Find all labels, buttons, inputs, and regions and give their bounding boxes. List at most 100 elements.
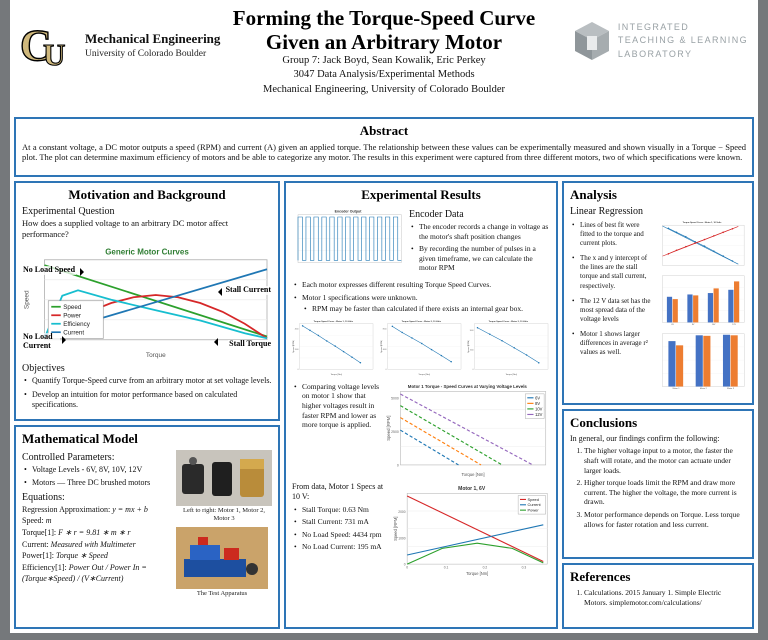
svg-text:Motor 1: Motor 1 [673, 387, 681, 390]
svg-text:2000: 2000 [398, 510, 406, 514]
stall-values-bar-chart: 6V 8V 10V 12V [658, 273, 746, 327]
experimental-question-heading: Experimental Question [22, 206, 115, 217]
conclusions-title: Conclusions [570, 415, 638, 430]
motors-photo [176, 450, 272, 506]
poster-title-line2: Given an Arbitrary Motor [265, 30, 503, 55]
list-item: Calculations. 2015 January 1. Simple Ele… [584, 588, 746, 607]
arrow-icon [80, 268, 88, 277]
affiliation: Mechanical Engineering, University of Co… [262, 83, 506, 95]
svg-text:5000: 5000 [391, 396, 399, 400]
equation-row: Efficiency[1]: Power Out / Power In = (T… [22, 562, 170, 585]
svg-text:10V: 10V [535, 406, 543, 411]
list-item: Motor 1 specifications were unknown. RPM… [293, 293, 550, 314]
motivation-panel: Motivation and Background Experimental Q… [14, 181, 280, 421]
course: 3047 Data Analysis/Experimental Methods [293, 69, 475, 81]
svg-text:Speed [RPM]: Speed [RPM] [381, 340, 383, 353]
svg-text:2500: 2500 [391, 430, 399, 434]
objectives-list: Quantify Torque-Speed curve from an arbi… [23, 376, 272, 410]
stall-torque-label: Stall Torque [228, 338, 272, 349]
list-item: Lines of best fit were fitted to the tor… [571, 221, 654, 248]
svg-text:Speed [RPM]: Speed [RPM] [386, 415, 391, 440]
svg-text:3000: 3000 [470, 330, 474, 332]
svg-text:Torque [Nm]: Torque [Nm] [418, 373, 430, 376]
controlled-parameters-heading: Controlled Parameters: [22, 452, 115, 463]
itll-line3: LABORATORY [617, 48, 693, 59]
svg-text:0: 0 [473, 369, 474, 371]
department-name: Mechanical Engineering [85, 31, 221, 46]
motor1-specs-heading: From data, Motor 1 Specs at 10 V: [292, 481, 384, 502]
r-squared-bar-chart: Motor 1 Motor 2 Motor 3 [658, 331, 746, 391]
svg-text:Speed [RPM]: Speed [RPM] [293, 340, 295, 353]
cu-logo-block: C U Mechanical Engineering University of… [20, 22, 220, 68]
svg-text:0.3: 0.3 [521, 565, 526, 569]
svg-text:1500: 1500 [470, 349, 474, 351]
encoder-output-chart: Encoder Output [292, 207, 404, 267]
list-item: Develop an intuition for motor performan… [23, 390, 272, 411]
list-item: RPM may be faster than calculated if the… [303, 304, 550, 314]
list-item: Higher torque loads limit the RPM and dr… [584, 478, 746, 507]
motors-photo-caption: Left to right: Motor 1, Motor 2, Motor 3 [183, 507, 265, 522]
svg-text:Power: Power [63, 313, 81, 320]
university-name: University of Colorado Boulder [85, 49, 207, 59]
svg-text:Encoder Output: Encoder Output [335, 209, 363, 213]
equation-value: F ∗ r = 9.81 ∗ m ∗ r [58, 527, 131, 537]
svg-text:0.2: 0.2 [482, 565, 487, 569]
svg-text:1000: 1000 [398, 536, 406, 540]
list-item: Stall Current: 731 mA [293, 517, 388, 527]
svg-text:0: 0 [298, 369, 299, 371]
references-title: References [570, 569, 631, 584]
arrow-icon [210, 338, 218, 347]
svg-text:Motor 2: Motor 2 [700, 387, 708, 390]
motor1-10v-chart: Torque Speed Curve - Motor 1, 10 Volts To… [292, 317, 375, 376]
equation-row: Torque[1]: F ∗ r = 9.81 ∗ m ∗ r [22, 527, 170, 539]
svg-text:Power: Power [527, 507, 539, 512]
svg-text:0: 0 [397, 463, 399, 467]
equation-label: Power[1]: [22, 551, 54, 561]
poster-title-block: Forming the Torque-Speed Curve Given an … [160, 6, 608, 97]
svg-text:Generic Motor Curves: Generic Motor Curves [105, 248, 189, 257]
svg-text:0: 0 [406, 565, 408, 569]
equation-value: m [45, 516, 52, 526]
results-bullets: Each motor expresses different resulting… [293, 280, 550, 314]
equation-label: Current: [22, 539, 49, 549]
svg-text:2000: 2000 [295, 349, 299, 351]
list-item: Voltage Levels - 6V, 8V, 10V, 12V [23, 465, 170, 476]
conclusions-intro: In general, our findings confirm the fol… [570, 434, 720, 443]
analysis-bullets: Lines of best fit were fitted to the tor… [571, 221, 654, 391]
svg-text:12V: 12V [732, 324, 736, 326]
encoder-data-heading: Encoder Data [409, 209, 464, 220]
svg-text:Torque [Nm]: Torque [Nm] [330, 373, 342, 376]
equation-label: Efficiency[1]: [22, 562, 67, 572]
itll-line2: TEACHING & LEARNING [617, 35, 748, 46]
generic-motor-curves-figure: Generic Motor Curves Torque Speed Speed Powe… [22, 242, 272, 361]
list-item: Quantify Torque-Speed curve from an arbi… [23, 376, 272, 387]
varying-voltage-chart: Motor 1 Torque - Speed Curves at Varying… [385, 379, 550, 478]
svg-text:0: 0 [403, 562, 405, 566]
svg-text:U: U [43, 37, 65, 68]
svg-text:Speed: Speed [63, 304, 82, 311]
equation-label: Torque[1]: [22, 527, 57, 537]
equation-value: Power Out / Power In = (Torque∗Speed) / … [22, 562, 147, 584]
svg-text:4000: 4000 [382, 349, 386, 351]
equation-row: Current: Measured with Multimeter [22, 539, 170, 551]
arrow-icon [214, 288, 222, 297]
svg-text:Current: Current [527, 502, 541, 507]
apparatus-photo [176, 526, 268, 589]
list-item: The x and y intercept of the lines are t… [571, 254, 654, 290]
cu-logo-icon: C U [20, 22, 66, 68]
linear-regression-heading: Linear Regression [570, 206, 644, 217]
voltage-comparison-bullet: Comparing voltage levels on motor 1 show… [293, 382, 380, 478]
abstract-panel: Abstract At a constant voltage, a DC mot… [14, 117, 754, 177]
svg-text:10V: 10V [712, 324, 716, 326]
stall-current-label: Stall Current [224, 285, 272, 295]
equation-value: Measured with Multimeter [50, 539, 136, 549]
svg-text:8V: 8V [535, 401, 540, 406]
experimental-results-panel: Experimental Results Encoder Output Enco… [284, 181, 558, 629]
model-title: Mathematical Model [22, 431, 138, 446]
list-item: The encoder records a change in voltage … [410, 222, 550, 241]
svg-text:Current: Current [63, 330, 84, 337]
list-item: By recording the number of pulses in a g… [410, 244, 550, 273]
analysis-title: Analysis [570, 187, 617, 202]
arrow-icon [62, 336, 70, 345]
itll-cube-icon [574, 22, 609, 60]
